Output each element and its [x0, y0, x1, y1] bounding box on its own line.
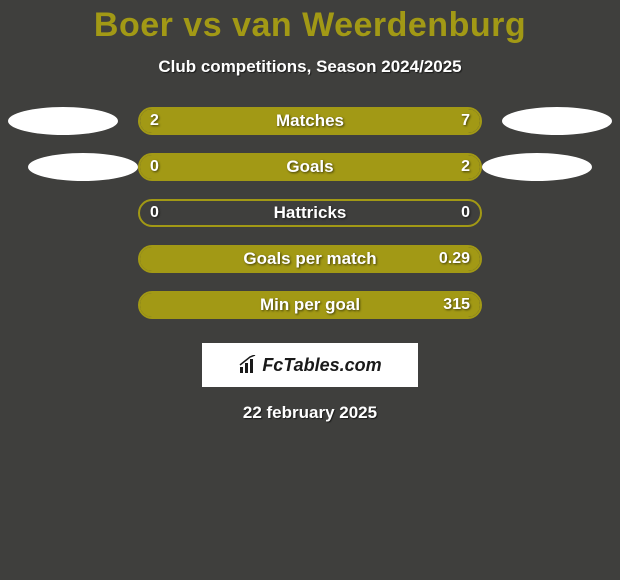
stat-bar: 0Hattricks0: [138, 199, 482, 227]
stat-row: 2Matches7: [0, 107, 620, 135]
stat-row: Goals per match0.29: [0, 245, 620, 273]
page-title: Boer vs van Weerdenburg: [0, 0, 620, 45]
bar-chart-icon: [238, 355, 258, 375]
date-text: 22 february 2025: [0, 403, 620, 423]
stat-row: Min per goal315: [0, 291, 620, 319]
stat-bar: 0Goals2: [138, 153, 482, 181]
bar-right-value: 7: [461, 109, 470, 133]
stat-bar: Goals per match0.29: [138, 245, 482, 273]
comparison-infographic: Boer vs van Weerdenburg Club competition…: [0, 0, 620, 580]
stat-row: 0Goals2: [0, 153, 620, 181]
subtitle: Club competitions, Season 2024/2025: [0, 57, 620, 77]
logo-box: FcTables.com: [202, 343, 418, 387]
bar-label: Matches: [140, 109, 480, 133]
bar-right-value: 315: [443, 293, 470, 317]
stat-rows: 2Matches70Goals20Hattricks0Goals per mat…: [0, 107, 620, 319]
stat-row: 0Hattricks0: [0, 199, 620, 227]
player-left-oval: [8, 107, 118, 135]
stat-bar: 2Matches7: [138, 107, 482, 135]
player-right-oval: [502, 107, 612, 135]
bar-label: Goals: [140, 155, 480, 179]
bar-right-value: 0.29: [439, 247, 470, 271]
stat-bar: Min per goal315: [138, 291, 482, 319]
player-right-oval: [482, 153, 592, 181]
bar-right-value: 0: [461, 201, 470, 225]
bar-label: Goals per match: [140, 247, 480, 271]
logo-text: FcTables.com: [262, 355, 381, 376]
bar-label: Hattricks: [140, 201, 480, 225]
bar-label: Min per goal: [140, 293, 480, 317]
bar-right-value: 2: [461, 155, 470, 179]
player-left-oval: [28, 153, 138, 181]
